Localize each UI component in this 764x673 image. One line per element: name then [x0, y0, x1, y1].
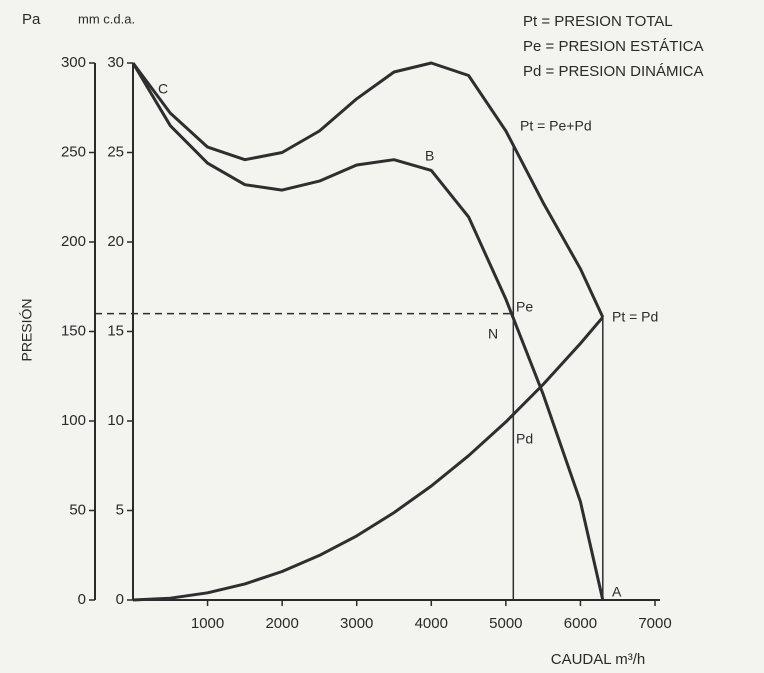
- x-tick-label: 1000: [191, 615, 224, 632]
- annotation: Pt = Pe+Pd: [520, 118, 592, 134]
- annotation: A: [612, 584, 622, 600]
- x-tick-label: 7000: [638, 615, 671, 632]
- y-tick-label: 0: [78, 591, 86, 608]
- x-tick-label: 4000: [415, 615, 448, 632]
- x-tick-label: 2000: [265, 615, 298, 632]
- annotation: Pt = Pd: [612, 309, 658, 325]
- curve: [132, 316, 604, 602]
- y2-tick-label: 10: [107, 412, 124, 429]
- y-tick-label: 300: [61, 54, 86, 71]
- x-tick-label: 3000: [340, 615, 373, 632]
- curve: [131, 62, 605, 601]
- y-axis-label: PRESIÓN: [19, 298, 35, 361]
- annotation: Pe: [516, 299, 533, 315]
- y-tick-label: 100: [61, 412, 86, 429]
- legend-entry: Pd = PRESION DINÁMICA: [523, 63, 703, 80]
- y2-tick-label: 5: [116, 501, 124, 518]
- annotation: C: [158, 81, 168, 97]
- x-axis-label: CAUDAL m³/h: [551, 651, 645, 668]
- annotation: Pd: [516, 431, 533, 447]
- y-tick-label: 250: [61, 143, 86, 160]
- y-tick-label: 50: [69, 501, 86, 518]
- x-tick-label: 6000: [564, 615, 597, 632]
- legend-entry: Pt = PRESION TOTAL: [523, 13, 673, 30]
- curve: [131, 61, 605, 318]
- y2-tick-label: 15: [107, 322, 124, 339]
- annotation: N: [488, 326, 498, 342]
- y-tick-label: 150: [61, 322, 86, 339]
- annotation: B: [425, 148, 434, 164]
- y2-tick-label: 25: [107, 143, 124, 160]
- y-unit: Pa: [22, 11, 41, 28]
- legend-entry: Pe = PRESION ESTÁTICA: [523, 38, 703, 55]
- y2-tick-label: 0: [116, 591, 124, 608]
- y2-tick-label: 20: [107, 233, 124, 250]
- y-tick-label: 200: [61, 233, 86, 250]
- x-tick-label: 5000: [489, 615, 522, 632]
- y2-tick-label: 30: [107, 54, 124, 71]
- y2-unit: mm c.d.a.: [78, 11, 135, 26]
